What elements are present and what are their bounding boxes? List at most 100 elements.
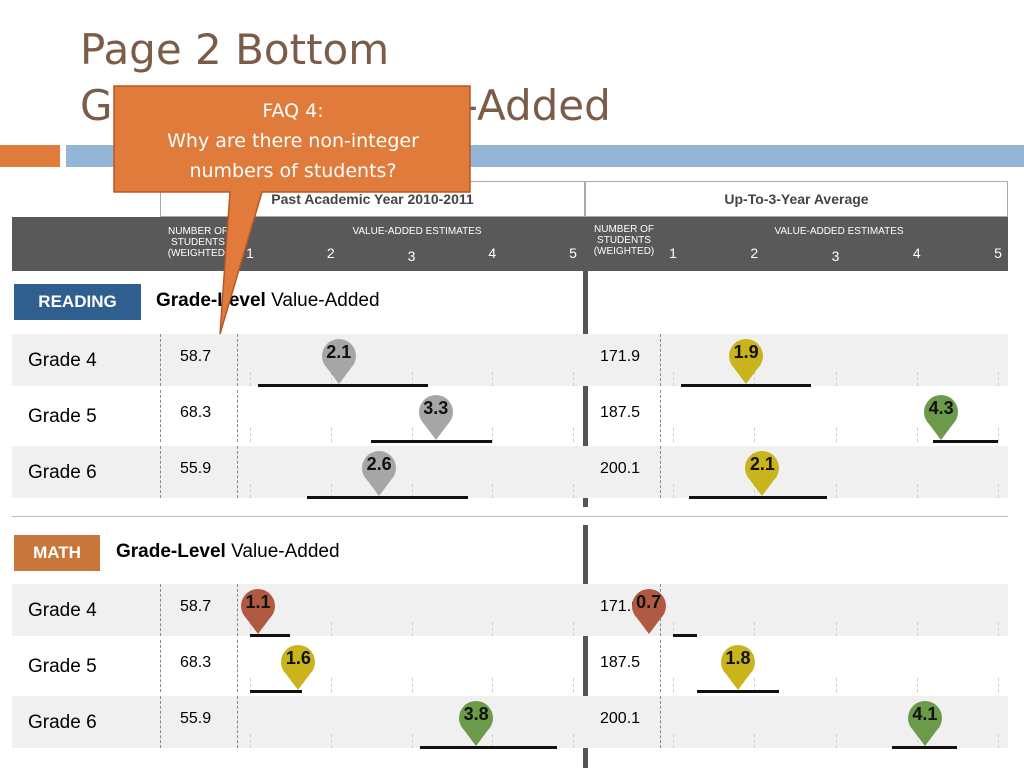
num-students-right: 187.5 <box>600 404 641 421</box>
tick-gridline <box>998 678 999 692</box>
column-dash <box>660 446 661 498</box>
va-estimates-header-left: VALUE-ADDED ESTIMATES <box>352 226 482 237</box>
confidence-range <box>250 690 303 693</box>
confidence-range <box>689 496 828 499</box>
tick-label-right-3: 3 <box>831 248 840 264</box>
va-marker: 2.6 <box>361 450 397 498</box>
tick-gridline <box>492 678 494 692</box>
va-marker: 0.7 <box>631 588 667 636</box>
faq-callout-line1: FAQ 4: <box>262 100 324 122</box>
faq-callout-line3: numbers of students? <box>189 160 397 182</box>
column-dash <box>160 584 161 636</box>
tick-gridline <box>411 622 413 636</box>
row-background <box>12 584 1008 636</box>
tick-gridline <box>330 734 332 748</box>
va-marker-value: 2.1 <box>326 342 352 362</box>
tick-gridline <box>998 622 999 636</box>
tick-label-right-2: 2 <box>750 245 759 261</box>
column-dash <box>237 640 238 692</box>
num-students-right: 187.5 <box>600 654 641 671</box>
tick-gridline <box>411 678 413 692</box>
tick-gridline <box>573 622 574 636</box>
section-title-bold: Grade-Level <box>116 541 226 562</box>
slide-title-line1: Page 2 Bottom <box>80 25 390 74</box>
confidence-range <box>673 634 698 637</box>
tick-gridline <box>754 734 756 748</box>
va-marker-value: 3.8 <box>463 704 489 724</box>
confidence-range <box>371 440 493 443</box>
row-background <box>12 334 1008 386</box>
va-estimates-header-right: VALUE-ADDED ESTIMATES <box>774 226 904 237</box>
section-separator <box>12 516 1008 517</box>
center-divider-math <box>583 525 588 768</box>
va-marker-shape <box>631 588 666 634</box>
va-marker-shape <box>418 394 453 440</box>
va-marker-value: 3.3 <box>423 398 449 418</box>
row-label: Grade 4 <box>28 600 97 621</box>
tick-gridline <box>492 734 494 748</box>
va-marker-shape <box>721 644 755 690</box>
va-marker: 4.1 <box>907 700 943 748</box>
tick-gridline <box>250 622 251 636</box>
tick-gridline <box>492 484 494 498</box>
tick-gridline <box>916 428 918 442</box>
num-students-left: 55.9 <box>180 460 212 477</box>
va-marker-shape <box>924 394 959 440</box>
column-dash <box>660 640 661 692</box>
va-marker-shape <box>362 450 397 496</box>
tick-gridline <box>754 622 756 636</box>
tick-label-left-5: 5 <box>569 245 577 261</box>
tick-label-right-4: 4 <box>912 245 921 261</box>
section-badge-reading: READING <box>14 284 141 320</box>
confidence-range <box>933 440 998 443</box>
tick-gridline <box>492 428 494 442</box>
column-dash <box>160 640 161 692</box>
center-divider-reading <box>583 271 588 507</box>
va-marker-shape <box>459 700 494 746</box>
tick-gridline <box>916 734 918 748</box>
section-title-rest: Value-Added <box>231 541 340 562</box>
va-marker-shape <box>729 338 764 384</box>
va-marker: 1.1 <box>240 588 276 636</box>
row-label: Grade 6 <box>28 462 97 483</box>
tick-gridline <box>673 734 674 748</box>
va-marker-value: 1.9 <box>733 342 759 362</box>
tick-label-left-3: 3 <box>407 248 416 264</box>
tick-gridline <box>250 372 251 386</box>
accent-bar-orange <box>0 145 60 167</box>
tick-gridline <box>411 372 413 386</box>
tick-gridline <box>754 484 756 498</box>
tick-gridline <box>492 622 494 636</box>
confidence-range <box>250 634 291 637</box>
tick-gridline <box>835 734 837 748</box>
column-dash <box>160 446 161 498</box>
tick-gridline <box>835 622 837 636</box>
num-students-left: 58.7 <box>180 348 212 365</box>
va-marker-shape <box>745 450 780 496</box>
va-marker: 3.3 <box>418 394 454 442</box>
confidence-range <box>306 496 469 499</box>
past-year-header: Past Academic Year 2010-2011 <box>160 181 585 217</box>
tick-gridline <box>573 372 574 386</box>
tick-gridline <box>998 372 999 386</box>
num-students-right: 171.9 <box>600 348 641 365</box>
tick-gridline <box>998 734 999 748</box>
va-marker: 1.6 <box>280 644 316 692</box>
column-dash <box>237 696 238 748</box>
va-marker-value: 2.6 <box>366 454 392 474</box>
va-marker-value: 4.1 <box>912 704 938 724</box>
tick-gridline <box>835 372 837 386</box>
average-header: Up-To-3-Year Average <box>585 181 1008 217</box>
row-label: Grade 6 <box>28 712 97 733</box>
tick-gridline <box>330 678 332 692</box>
column-dash <box>160 334 161 386</box>
tick-gridline <box>835 484 837 498</box>
tick-gridline <box>250 484 251 498</box>
tick-gridline <box>673 372 674 386</box>
section-badge-math: MATH <box>14 535 100 571</box>
tick-gridline <box>573 734 574 748</box>
tick-gridline <box>573 678 574 692</box>
va-marker-value: 1.8 <box>725 648 751 668</box>
column-dash <box>160 390 161 442</box>
confidence-range <box>419 746 557 749</box>
